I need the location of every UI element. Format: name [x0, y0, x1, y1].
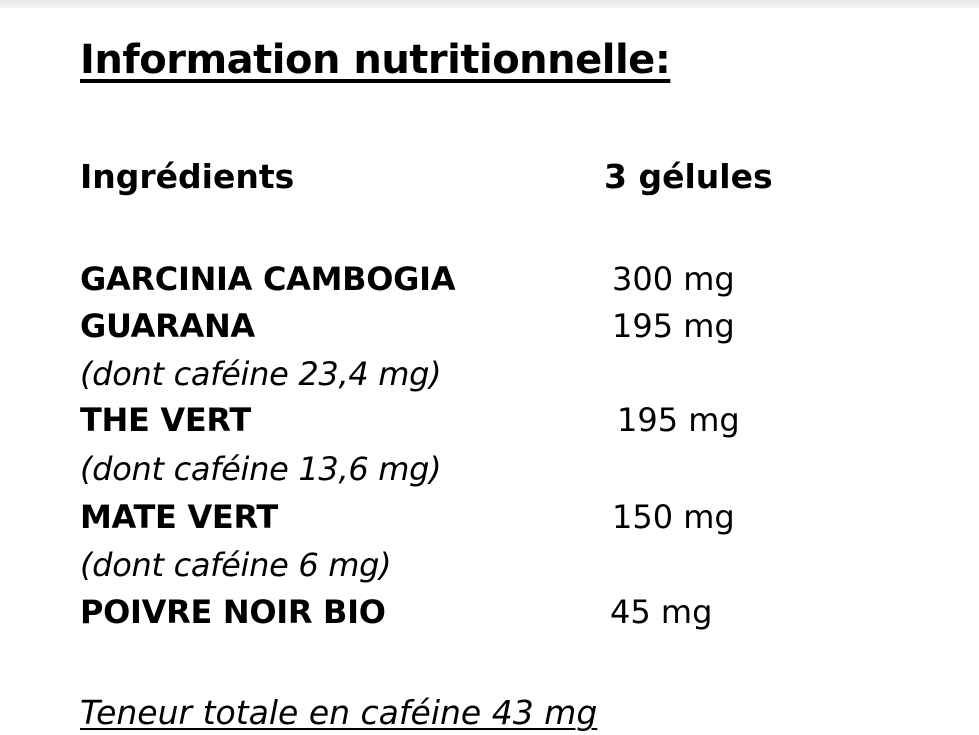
ingredient-name: MATE VERT — [80, 498, 278, 536]
ingredient-name: GUARANA — [80, 307, 255, 345]
ingredient-value: 300 mg — [612, 260, 735, 298]
ingredient-value: 195 mg — [612, 307, 735, 345]
ingredient-note: (dont caféine 23,4 mg) — [80, 355, 442, 393]
ingredient-value: 150 mg — [612, 498, 735, 536]
ingredient-value: 195 mg — [617, 401, 740, 439]
ingredient-name: GARCINIA CAMBOGIA — [80, 260, 456, 298]
total-caffeine: Teneur totale en caféine 43 mg — [80, 693, 598, 732]
ingredient-note: (dont caféine 6 mg) — [80, 546, 392, 584]
ingredient-value: 45 mg — [610, 593, 713, 631]
page-title: Information nutritionnelle: — [80, 37, 671, 83]
ingredient-name: THE VERT — [80, 401, 251, 439]
header-serving: 3 gélules — [604, 157, 773, 196]
header-ingredients: Ingrédients — [80, 157, 295, 196]
ingredient-note: (dont caféine 13,6 mg) — [80, 450, 442, 488]
ingredient-name: POIVRE NOIR BIO — [80, 593, 386, 631]
top-bar — [0, 0, 979, 8]
